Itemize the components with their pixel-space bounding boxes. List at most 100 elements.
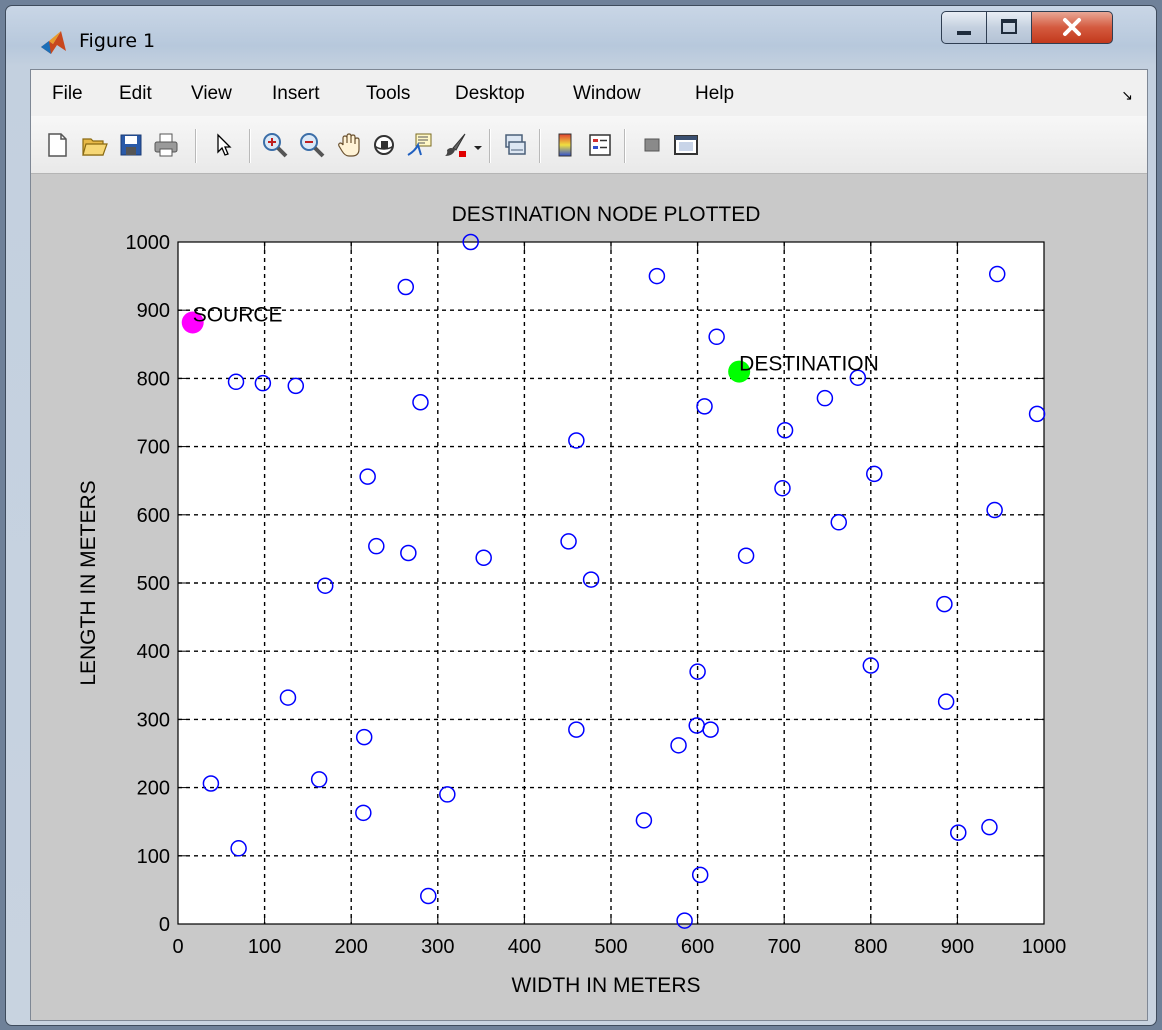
node-point (937, 693, 955, 710)
y-tick-label: 500 (137, 573, 170, 595)
print-icon[interactable] (152, 131, 180, 159)
node-point (862, 657, 880, 674)
grid-lines (178, 242, 1044, 924)
node-point (400, 544, 417, 562)
node-point (648, 267, 666, 285)
menu-insert[interactable]: Insert (272, 83, 320, 104)
y-tick-label: 600 (137, 505, 170, 527)
node-point (696, 398, 713, 415)
colorbar-icon[interactable] (551, 131, 579, 159)
node-point (981, 818, 998, 836)
node-point (568, 721, 585, 738)
node-point (359, 468, 376, 485)
node-point (830, 514, 848, 531)
node-point (287, 377, 305, 395)
x-tick-label: 700 (768, 936, 801, 958)
x-tick-label: 800 (854, 936, 887, 958)
menu-tools[interactable]: Tools (366, 83, 411, 104)
node-point (230, 840, 247, 857)
node-point (316, 577, 334, 594)
node-point (691, 866, 709, 884)
node-point (412, 394, 429, 411)
toolbar-separator (624, 129, 626, 163)
destination-marker (728, 360, 751, 383)
menu-edit[interactable]: Edit (119, 83, 152, 104)
y-tick-label: 300 (137, 709, 170, 731)
axes-box (177, 241, 1045, 925)
node-point (986, 501, 1003, 519)
node-point (816, 389, 834, 407)
rotate-3d-icon[interactable] (370, 131, 398, 159)
hide-plot-tools-icon[interactable] (638, 131, 666, 159)
menu-file[interactable]: File (52, 83, 83, 104)
menu-window[interactable]: Window (573, 83, 641, 104)
x-tick-label: 500 (594, 936, 627, 958)
y-tick-label: 400 (137, 641, 170, 663)
matlab-logo-icon (39, 29, 67, 57)
minimize-button[interactable] (941, 11, 987, 44)
legend-icon[interactable] (586, 131, 614, 159)
toolbar-separator (249, 129, 251, 163)
node-point (737, 547, 755, 564)
y-tick-label: 200 (137, 778, 170, 800)
y-tick-label: 700 (137, 437, 170, 459)
node-point (368, 537, 385, 555)
chart-title: DESTINATION NODE PLOTTED (452, 203, 761, 226)
x-tick-labels: 0 100 200 300 400 500 600 700 800 900 1000 (172, 936, 1066, 958)
node-point (439, 786, 456, 803)
figure-toolbar (31, 116, 1147, 174)
y-tick-label: 800 (137, 368, 170, 390)
brush-icon[interactable] (441, 131, 469, 159)
select-arrow-icon[interactable] (209, 131, 237, 159)
zoom-in-icon[interactable] (261, 131, 289, 159)
title-bar[interactable]: Figure 1 (6, 6, 1156, 64)
x-tick-label: 1000 (1022, 936, 1067, 958)
show-plot-tools-icon[interactable] (672, 131, 700, 159)
menu-help[interactable]: Help (695, 83, 735, 104)
x-axis-label: WIDTH IN METERS (512, 974, 701, 997)
node-point (708, 328, 725, 346)
node-point (202, 775, 220, 792)
close-button[interactable] (1031, 11, 1113, 44)
node-point (560, 533, 577, 550)
save-icon[interactable] (117, 131, 145, 159)
new-figure-icon[interactable] (43, 131, 71, 159)
brush-dropdown-icon[interactable] (472, 131, 484, 159)
window-title: Figure 1 (79, 30, 156, 52)
data-cursor-icon[interactable] (406, 131, 434, 159)
y-axis-label: LENGTH IN METERS (77, 480, 100, 685)
open-file-icon[interactable] (81, 131, 109, 159)
source-marker (181, 311, 204, 334)
node-point (227, 373, 245, 391)
node-point (676, 912, 693, 929)
toolbar-separator (195, 129, 197, 163)
node-point (670, 737, 687, 754)
pan-hand-icon[interactable] (335, 131, 363, 159)
maximize-button[interactable] (986, 11, 1032, 44)
dock-arrow-icon[interactable]: ↘ (1121, 87, 1133, 103)
node-point (462, 233, 479, 251)
y-tick-label: 0 (159, 914, 170, 936)
x-tick-label: 300 (421, 936, 454, 958)
node-point (776, 421, 794, 439)
node-point (702, 721, 719, 738)
node-point (774, 479, 791, 497)
toolbar-separator (489, 129, 491, 163)
node-point (866, 465, 883, 483)
node-point (475, 549, 492, 567)
node-point (397, 278, 415, 296)
node-point (950, 824, 967, 841)
menu-bar: File Edit View Insert Tools Desktop Wind… (31, 70, 1147, 116)
node-point (635, 812, 653, 829)
link-plot-icon[interactable] (501, 131, 529, 159)
x-tick-label: 400 (508, 936, 541, 958)
y-tick-label: 1000 (126, 232, 171, 254)
node-point (568, 432, 585, 449)
menu-desktop[interactable]: Desktop (455, 83, 525, 104)
zoom-out-icon[interactable] (298, 131, 326, 159)
node-point (310, 771, 328, 788)
menu-view[interactable]: View (191, 83, 232, 104)
destination-label: DESTINATION (739, 353, 879, 376)
y-tick-labels: 0 100 200 300 400 500 600 700 800 900 1000 (126, 232, 171, 936)
